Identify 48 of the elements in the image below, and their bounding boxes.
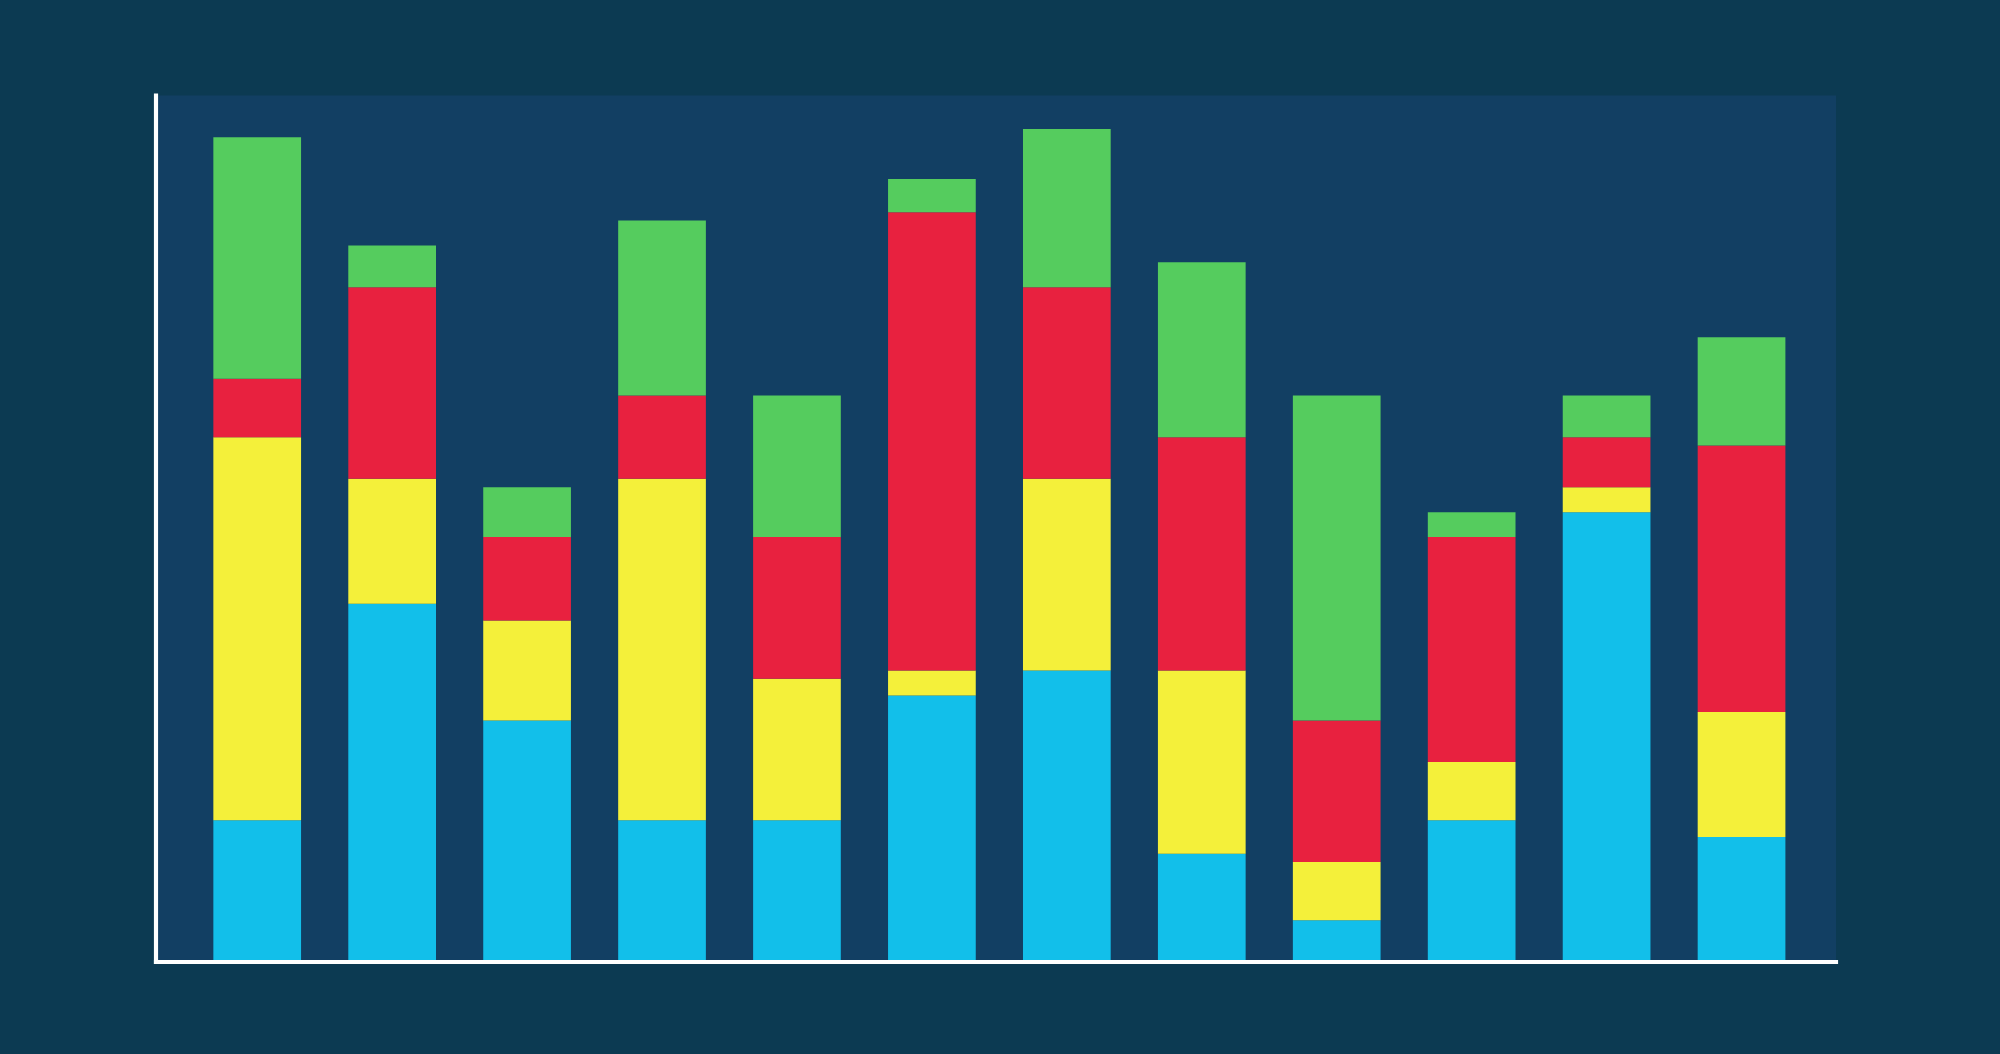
bar	[1427, 820, 1516, 962]
bar	[753, 678, 841, 821]
bar	[348, 287, 436, 479]
bar	[483, 620, 571, 721]
bar	[348, 245, 436, 288]
bar	[213, 437, 302, 821]
bar	[1292, 395, 1381, 721]
bar	[1562, 437, 1651, 488]
bar	[1427, 512, 1516, 538]
bar	[1157, 670, 1246, 854]
bar	[888, 212, 976, 671]
bar	[213, 820, 302, 962]
bar	[753, 537, 841, 679]
bar	[483, 487, 571, 538]
bar	[888, 178, 976, 213]
bar	[618, 395, 706, 479]
bar	[618, 478, 706, 821]
bar	[1022, 478, 1111, 671]
bar	[483, 720, 571, 962]
bar	[348, 478, 436, 604]
bar	[1697, 337, 1786, 446]
bar	[753, 395, 841, 538]
bar	[1157, 262, 1246, 438]
bar	[1697, 712, 1786, 838]
bar	[1157, 853, 1246, 962]
bar	[618, 820, 706, 962]
bar	[1157, 437, 1246, 671]
bar	[1562, 512, 1651, 962]
bar	[1292, 720, 1381, 863]
bar	[888, 695, 976, 962]
bar	[753, 820, 841, 962]
bar	[1022, 287, 1111, 479]
bar	[1562, 487, 1651, 513]
bar	[1562, 395, 1651, 438]
bar	[483, 537, 571, 621]
bar	[618, 220, 706, 396]
bar	[1427, 537, 1516, 763]
bar	[348, 603, 436, 962]
bar	[213, 137, 302, 379]
bar	[1022, 128, 1111, 288]
bar	[1697, 837, 1786, 962]
bar	[1022, 670, 1111, 962]
bar	[1292, 920, 1381, 962]
bar	[1292, 862, 1381, 921]
bar	[888, 670, 976, 696]
bar	[1697, 445, 1786, 713]
bar	[213, 378, 302, 438]
bar	[1427, 762, 1516, 821]
